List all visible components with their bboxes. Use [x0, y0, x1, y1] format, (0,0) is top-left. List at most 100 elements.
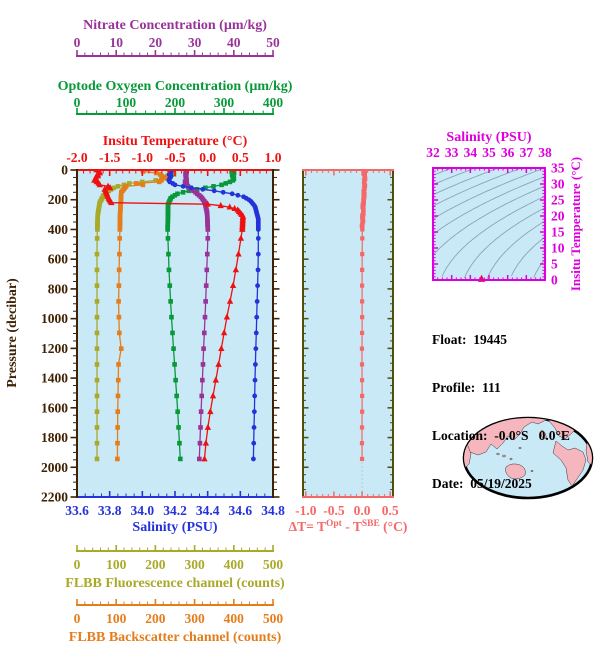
backscatter-tick-label: 100 — [106, 611, 127, 626]
ts-density-contours — [434, 169, 544, 279]
pressure-tick-label: 1600 — [41, 400, 68, 415]
ts-temperature-tick-label: 15 — [551, 225, 565, 240]
ts-salinity-tick-label: 38 — [538, 145, 552, 160]
salinity-tick-label: 34.0 — [131, 503, 155, 518]
pressure-tick-label: 400 — [48, 222, 69, 237]
map-island — [518, 446, 522, 450]
ts-axis-title: Salinity (PSU) — [446, 130, 532, 145]
ts-salinity-tick-label: 37 — [520, 145, 534, 160]
ts-temperature-tick-label: 20 — [551, 209, 565, 224]
nitrate-axis: 0 10 20 30 40 50 Nitrate Concentration (µm/kg) — [74, 18, 280, 57]
nitrate-tick-label: 10 — [109, 35, 123, 50]
backscatter-tick-label: 200 — [145, 611, 166, 626]
ts-salinity-tick-label: 35 — [482, 145, 496, 160]
dt-tick-label: 0.0 — [354, 503, 371, 518]
ts-temperature-tick-label: 30 — [551, 177, 565, 192]
temperature-tick-label: 1.0 — [265, 150, 282, 165]
temperature-tick-label: -1.0 — [132, 150, 154, 165]
ts-salinity-tick-label: 33 — [445, 145, 459, 160]
oxygen-tick-label: 100 — [116, 95, 137, 110]
pressure-tick-label: 200 — [48, 192, 69, 207]
dt-series — [359, 169, 368, 462]
salinity-tick-label: 34.8 — [261, 503, 285, 518]
salinity-tick-label: 33.6 — [65, 503, 89, 518]
ts-right-axis-label: Insitu Temperature (°C) — [568, 157, 583, 291]
ts-temperature-tick-label: 5 — [551, 257, 558, 272]
nitrate-tick-label: 40 — [227, 35, 241, 50]
temperature-axis-title: Insitu Temperature (°C) — [103, 134, 248, 149]
nitrate-tick-label: 20 — [149, 35, 163, 50]
float-info: Float: 19445 Profile: 111 Location: -0.0… — [432, 300, 570, 524]
ts-salinity-tick-label: 34 — [464, 145, 478, 160]
pressure-tick-label: 1800 — [41, 430, 68, 445]
oxygen-tick-label: 0 — [74, 95, 81, 110]
oxygen-tick-label: 400 — [263, 95, 284, 110]
salinity-tick-label: 33.8 — [98, 503, 122, 518]
map-japan — [540, 429, 547, 440]
salinity-tick-label: 34.6 — [229, 503, 253, 518]
pressure-tick-label: 800 — [48, 281, 69, 296]
backscatter-axis: 0 100 200 300 400 500 FLBB Backscatter channel… — [69, 599, 284, 645]
pressure-tick-label: 2000 — [41, 460, 68, 475]
ts-temperature-tick-label: 25 — [551, 193, 565, 208]
fluorescence-axis: 0 100 200 300 400 500 FLBB Fluorescence channe… — [65, 545, 285, 591]
fluorescence-tick-label: 400 — [224, 557, 245, 572]
map-island — [502, 454, 506, 458]
backscatter-tick-label: 400 — [224, 611, 245, 626]
location-line: Location: -0.0°S 0.0°E — [432, 428, 570, 443]
ts-temperature-tick-label: 10 — [551, 241, 565, 256]
map-africa-left-sliver — [464, 443, 472, 471]
map-south-america — [552, 440, 587, 487]
salinity-axis: 33.6 33.8 34.0 34.2 34.4 34.6 34.8 Salinity (PS… — [65, 491, 285, 535]
pressure-tick-label: 0 — [61, 163, 68, 178]
nitrate-tick-label: 30 — [188, 35, 202, 50]
salinity-axis-title: Salinity (PSU) — [132, 520, 218, 535]
nitrate-tick-label: 50 — [266, 35, 280, 50]
temperature-axis: -2.0 -1.5 -1.0 -0.5 0.0 0.5 1.0 Insitu Temperat… — [66, 134, 282, 176]
backscatter-axis-title: FLBB Backscatter channel (counts) — [69, 630, 282, 645]
fluorescence-tick-label: 200 — [145, 557, 166, 572]
oxygen-tick-label: 200 — [165, 95, 186, 110]
pressure-tick-label: 2200 — [41, 490, 68, 505]
fluorescence-tick-label: 0 — [74, 557, 81, 572]
dt-tick-label: -0.5 — [323, 503, 345, 518]
pressure-tick-label: 1000 — [41, 311, 68, 326]
pressure-tick-label: 1400 — [41, 371, 68, 386]
fluorescence-tick-label: 300 — [184, 557, 205, 572]
temperature-tick-label: 0.0 — [199, 150, 216, 165]
temperature-tick-label: -0.5 — [164, 150, 186, 165]
ts-salinity-tick-label: 32 — [426, 145, 440, 160]
map-island — [496, 452, 500, 456]
ts-temperature-tick-label: 0 — [551, 273, 558, 288]
pressure-axis: 0 200 400 600 800 1000 1200 1400 1600 1800 2000 220… — [5, 163, 280, 505]
dt-tick-label: -1.0 — [295, 503, 317, 518]
ts-salinity-tick-label: 36 — [501, 145, 515, 160]
fluorescence-tick-label: 500 — [263, 557, 284, 572]
fluorescence-tick-label: 100 — [106, 557, 127, 572]
map-greenland — [580, 418, 591, 421]
map-island — [509, 457, 513, 461]
map-island — [530, 469, 534, 473]
temperature-tick-label: 0.5 — [232, 150, 249, 165]
profile-plot: 0 10 20 30 40 50 Nitrate Concentration (µm/kg)… — [5, 18, 293, 645]
backscatter-tick-label: 500 — [263, 611, 284, 626]
map-australia — [505, 463, 526, 480]
float-id-line: Float: 19445 — [432, 332, 507, 347]
nitrate-tick-label: 0 — [74, 35, 81, 50]
dt-tick-label: 0.5 — [382, 503, 399, 518]
salinity-tick-label: 34.4 — [196, 503, 220, 518]
salinity-tick-label: 34.2 — [163, 503, 187, 518]
ts-temperature-tick-label: 35 — [551, 161, 565, 176]
pressure-tick-label: 1200 — [41, 341, 68, 356]
oxygen-tick-label: 300 — [214, 95, 235, 110]
temperature-tick-label: -2.0 — [66, 150, 88, 165]
fluorescence-axis-title: FLBB Fluorescence channel (counts) — [65, 576, 285, 591]
temperature-tick-label: -1.5 — [99, 150, 121, 165]
pressure-axis-label: Pressure (decibar) — [5, 278, 20, 388]
date-line: Date: 05/19/2025 — [432, 476, 532, 491]
backscatter-tick-label: 300 — [184, 611, 205, 626]
map-africa-right-sliver — [585, 437, 592, 467]
